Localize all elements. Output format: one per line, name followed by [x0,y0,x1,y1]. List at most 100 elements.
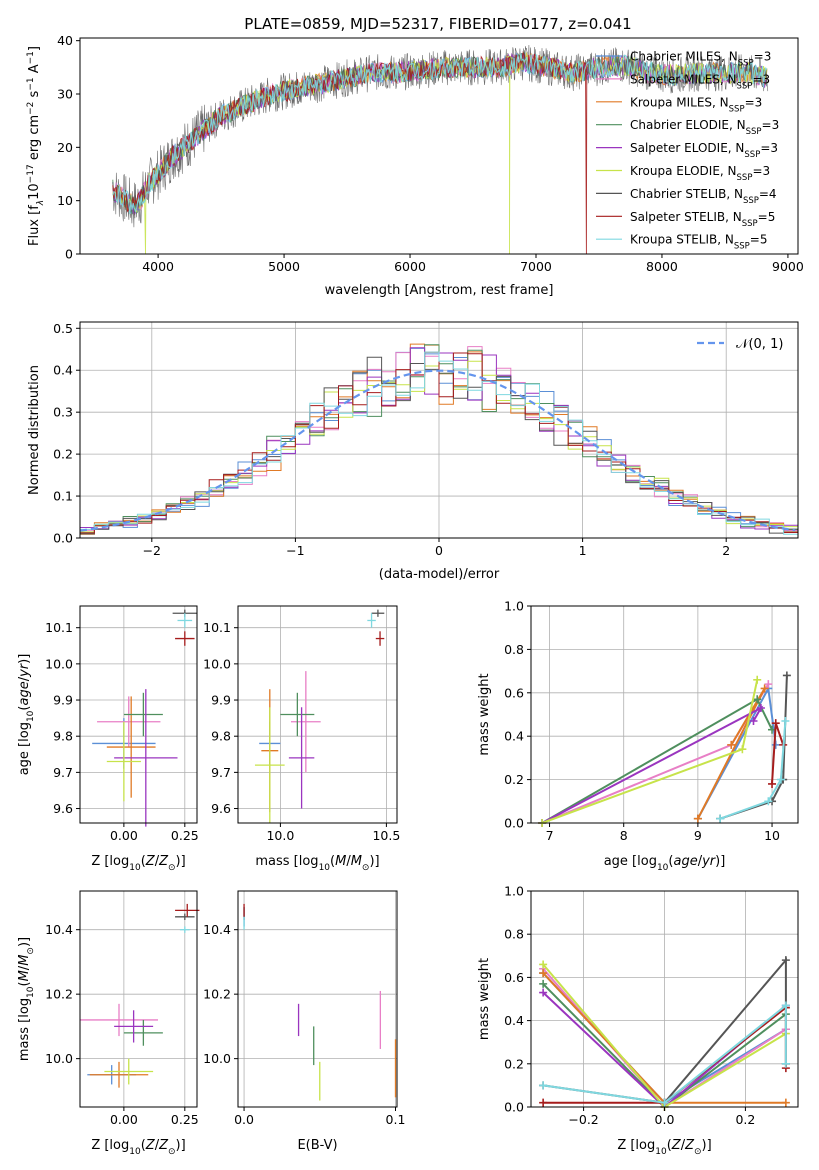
x-tick-label: 10.0 [266,828,294,843]
weight-line [541,683,770,824]
weight-marker [539,1098,548,1107]
panel-residuals: −2 −1 0 1 2 0.0 0.1 0.2 0.3 0.4 0.5 𝒩(0, 1) (data-mo… [27,321,799,582]
errorbar-salpeter_stelib [175,631,195,646]
x-tick-label: 2 [722,543,730,558]
y-axis-label: Normed distribution [27,365,42,495]
axes-frame: −2 −1 0 1 2 0.0 0.1 0.2 0.3 0.4 0.5 [53,321,799,558]
grid-lines [80,891,197,1107]
errorbar-kroupa_miles [89,1061,149,1088]
weight-marker [756,703,765,712]
panel-mass_vs_Z: 0.00 0.25 10.0 10.2 10.4 Z [log10(Z/Z⊙)] mass … [17,890,200,1157]
axes-frame: 7 8 9 10 0.0 0.2 0.4 0.6 0.8 1.0 [504,599,799,843]
y-tick-label: 0.2 [53,447,73,462]
y-tick-label: 9.7 [53,765,73,780]
x-tick-label: 0.00 [110,1112,138,1127]
x-tick-label: 0.25 [171,1112,199,1127]
y-tick-label: 9.9 [211,693,231,708]
errorbar-salpeter_elodie [114,689,178,827]
y-tick-label: 10.2 [45,987,73,1002]
y-tick-label: 10.1 [203,620,231,635]
y-tick-label: 1.0 [504,599,524,614]
weight-series-salpeter_elodie [538,703,765,827]
axes-box [530,605,799,824]
y-tick-label: 0.8 [504,927,524,942]
errorbar-salpeter_elodie [114,1010,154,1043]
x-axis-label: Z [log10(Z/Z⊙)] [91,854,185,873]
histogram-kroupa_stelib [80,351,798,535]
y-tick-label: 0.2 [504,1056,524,1071]
errorbar-salpeter_elodie [288,707,315,809]
y-tick-label: 10.0 [203,656,231,671]
y-tick-label: 10.1 [45,620,73,635]
model-line-salpeter_stelib [112,50,588,255]
weight-marker [760,684,769,693]
weight-marker [727,740,736,749]
weight-marker [660,1098,669,1107]
weight-marker [768,779,777,788]
legend-entry-kroupa_miles: Kroupa MILES, NSSP=3 [630,95,762,114]
legend-entry-chabrier_elodie: Chabrier ELODIE, NSSP=3 [630,118,779,137]
weight-series-kroupa_miles [693,684,769,823]
errorbar-salpeter_stelib [175,903,200,917]
weight-marker [749,717,758,726]
x-tick-label: 7000 [520,259,552,274]
x-tick-label: 0.00 [110,828,138,843]
y-tick-label: 9.7 [211,765,231,780]
weight-marker [781,1059,790,1068]
legend-entry-salpeter_stelib: Salpeter STELIB, NSSP=5 [630,210,775,229]
plot-area [243,903,397,1101]
weight-series-kroupa_stelib [539,1001,790,1107]
axes-box [237,890,398,1108]
weight-marker [771,719,780,728]
axes-frame: 10.0 10.5 9.6 9.7 9.8 9.9 10.0 10.1 [203,605,400,843]
weight-line [541,679,759,824]
y-tick-label: 0.3 [53,405,73,420]
weight-series-kroupa_stelib [716,717,790,823]
y-axis-label: mass [log10(M/M⊙)] [17,937,36,1061]
y-tick-label: 9.8 [211,729,231,744]
x-tick-label: 5000 [268,259,300,274]
panel-age_vs_Z: 0.00 0.25 9.6 9.7 9.8 9.9 10.0 10.1 Z [log10(Z/Z… [17,605,199,873]
y-tick-label: 0.0 [53,531,73,546]
plot-area [79,343,798,535]
axes-box [79,890,198,1108]
axes-frame: 4000 5000 6000 7000 8000 9000 0 10 20 30 40 [57,33,804,274]
x-axis-label: E(B-V) [297,1138,337,1153]
errorbar-chabrier_elodie [123,1019,163,1046]
x-tick-label: 0.0 [655,1112,675,1127]
x-tick-label: 0 [435,543,443,558]
weight-marker [753,695,762,704]
weight-line [542,1003,787,1104]
plot-area [80,903,200,1088]
y-axis-label: mass weight [477,958,492,1040]
axes-box [237,605,398,824]
weight-marker [781,1001,790,1010]
y-tick-label: 9.6 [211,801,231,816]
weight-marker [764,680,773,689]
y-tick-label: 10.4 [45,922,73,937]
plot-area [92,609,197,827]
y-tick-label: 10.0 [45,1051,73,1066]
legend-entry-kroupa_elodie: Kroupa ELODIE, NSSP=3 [630,164,770,183]
axes-box [79,605,198,824]
x-tick-label: 0.1 [386,1112,406,1127]
weight-marker [753,675,762,684]
weight-marker [782,671,791,680]
x-tick-label: 10.5 [372,828,400,843]
weight-marker [781,717,790,726]
y-tick-label: 10 [57,193,73,208]
x-axis-label: (data-model)/error [379,567,500,582]
legend-entry-normal: 𝒩(0, 1) [736,337,783,352]
y-tick-label: 0.4 [504,729,524,744]
plot-area [538,671,791,827]
errorbar-kroupa_elodie [104,1058,154,1085]
y-tick-label: 40 [57,33,73,48]
y-tick-label: 9.8 [53,729,73,744]
x-tick-label: 0.2 [735,1112,755,1127]
panel-spectrum: 4000 5000 6000 7000 8000 9000 0 10 20 30 40 wavelen… [26,33,804,298]
legend: Chabrier MILES, NSSP=3 Salpeter MILES, NS… [596,50,779,252]
y-tick-label: 0.1 [53,489,73,504]
x-tick-label: −1 [286,543,304,558]
weight-marker [781,1098,790,1107]
x-tick-label: 1 [579,543,587,558]
